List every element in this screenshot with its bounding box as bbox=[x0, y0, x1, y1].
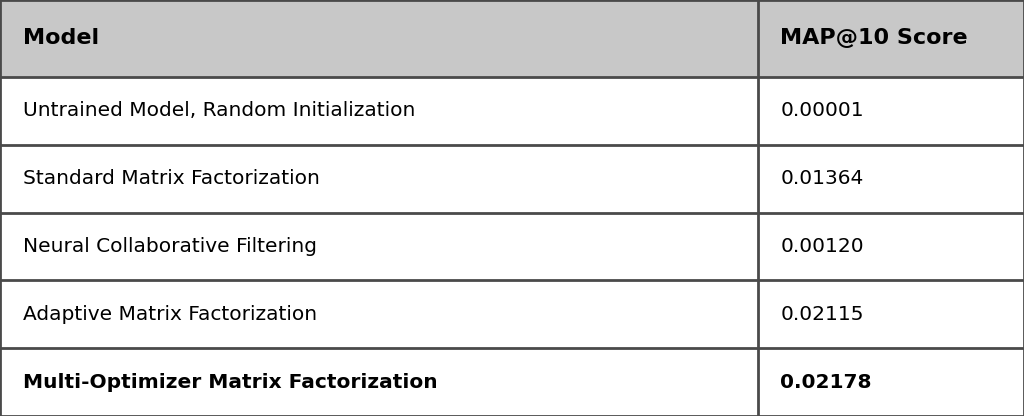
Text: Untrained Model, Random Initialization: Untrained Model, Random Initialization bbox=[23, 102, 415, 120]
Bar bbox=[0, 0, 1024, 77]
Bar bbox=[0, 348, 1024, 416]
Text: 0.02115: 0.02115 bbox=[780, 305, 864, 324]
Text: Model: Model bbox=[23, 28, 98, 49]
Text: 0.02178: 0.02178 bbox=[780, 373, 871, 391]
Text: 0.00001: 0.00001 bbox=[780, 102, 864, 120]
Text: Neural Collaborative Filtering: Neural Collaborative Filtering bbox=[23, 237, 316, 256]
Text: Standard Matrix Factorization: Standard Matrix Factorization bbox=[23, 169, 319, 188]
Bar bbox=[0, 213, 1024, 280]
Text: Multi-Optimizer Matrix Factorization: Multi-Optimizer Matrix Factorization bbox=[23, 373, 437, 391]
Bar bbox=[0, 77, 1024, 145]
Text: Adaptive Matrix Factorization: Adaptive Matrix Factorization bbox=[23, 305, 316, 324]
Text: 0.01364: 0.01364 bbox=[780, 169, 863, 188]
Text: MAP@10 Score: MAP@10 Score bbox=[780, 28, 968, 49]
Bar bbox=[0, 145, 1024, 213]
Text: 0.00120: 0.00120 bbox=[780, 237, 864, 256]
Bar bbox=[0, 280, 1024, 348]
